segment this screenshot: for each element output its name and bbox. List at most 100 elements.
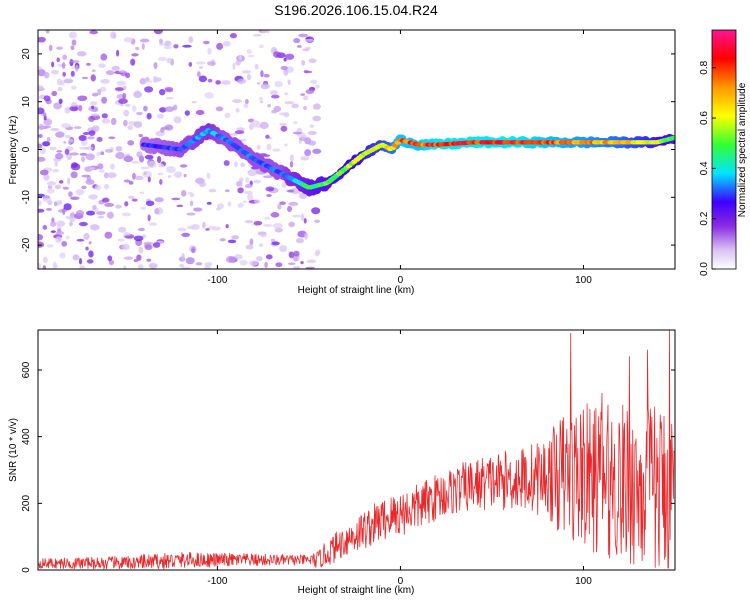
- background-blob: [304, 149, 312, 157]
- background-blob: [174, 171, 183, 178]
- background-blob: [44, 125, 52, 129]
- background-blob: [158, 38, 163, 45]
- background-blob: [187, 191, 193, 195]
- background-blob: [39, 169, 49, 176]
- background-blob: [202, 221, 206, 229]
- background-blob: [94, 184, 102, 191]
- background-blob: [134, 90, 141, 97]
- background-blob: [300, 213, 305, 221]
- background-blob: [139, 38, 150, 43]
- background-blob: [144, 86, 154, 93]
- background-blob: [124, 201, 129, 207]
- background-blob: [51, 90, 58, 97]
- background-blob: [48, 44, 53, 52]
- background-blob: [107, 255, 113, 262]
- background-blob: [38, 233, 44, 241]
- background-blob: [138, 155, 145, 163]
- background-blob: [304, 38, 315, 42]
- background-blob: [78, 221, 88, 227]
- background-blob: [195, 109, 205, 116]
- background-blob: [253, 220, 263, 226]
- background-blob: [123, 235, 134, 239]
- background-blob: [70, 85, 77, 90]
- background-blob: [52, 261, 57, 269]
- background-blob: [287, 262, 296, 265]
- background-blob: [156, 155, 162, 164]
- background-blob: [164, 88, 174, 93]
- background-blob: [124, 153, 131, 157]
- background-blob: [63, 78, 74, 84]
- background-blob: [136, 111, 143, 116]
- background-blob: [51, 69, 59, 75]
- background-blob: [179, 164, 188, 168]
- background-blob: [237, 78, 246, 84]
- background-blob: [265, 134, 270, 139]
- background-blob: [91, 105, 95, 110]
- background-blob: [191, 100, 197, 104]
- background-blob: [284, 92, 289, 96]
- background-blob: [279, 201, 286, 206]
- background-blob: [50, 128, 60, 131]
- background-blob: [161, 126, 170, 130]
- background-blob: [166, 57, 172, 64]
- background-blob: [51, 61, 55, 68]
- background-blob: [141, 43, 145, 50]
- background-blob: [280, 65, 288, 71]
- background-blob: [42, 112, 47, 117]
- background-blob: [53, 102, 63, 110]
- background-blob: [56, 57, 60, 63]
- background-blob: [83, 232, 90, 241]
- background-blob: [47, 185, 53, 189]
- background-blob: [62, 208, 66, 216]
- background-blob: [98, 63, 106, 68]
- background-blob: [128, 195, 135, 200]
- background-blob: [90, 74, 96, 82]
- background-blob: [90, 224, 100, 231]
- background-blob: [188, 62, 193, 67]
- background-blob: [57, 86, 63, 92]
- background-blob: [256, 82, 261, 85]
- background-blob: [91, 69, 96, 73]
- background-blob: [293, 38, 301, 44]
- background-blob: [60, 123, 71, 129]
- background-blob: [47, 188, 55, 194]
- background-blob: [38, 208, 45, 213]
- background-blob: [68, 31, 77, 39]
- background-blob: [312, 103, 321, 110]
- background-blob: [97, 88, 102, 96]
- background-blob: [101, 197, 110, 203]
- background-blob: [125, 103, 131, 107]
- background-blob: [128, 180, 134, 185]
- y-tick-label: 600: [21, 361, 32, 378]
- background-blob: [38, 123, 44, 131]
- background-blob: [61, 240, 68, 247]
- background-blob: [106, 211, 114, 219]
- colorbar-tick-label: 0.4: [699, 161, 710, 175]
- background-blob: [43, 95, 51, 102]
- background-blob: [62, 71, 66, 77]
- background-blob: [38, 107, 45, 115]
- background-blob: [286, 189, 294, 193]
- snr-axes: -100 0 100 0 200 400 600: [21, 330, 675, 587]
- background-blob: [63, 203, 72, 211]
- background-blob: [153, 62, 158, 69]
- background-blob: [237, 187, 244, 194]
- background-blob: [38, 200, 42, 206]
- background-blob: [56, 78, 63, 86]
- background-blob: [227, 239, 237, 244]
- background-blob: [246, 73, 252, 81]
- background-blob: [292, 131, 303, 135]
- background-blob: [271, 94, 280, 99]
- background-blob: [81, 185, 87, 190]
- background-blob: [73, 126, 82, 130]
- background-blob: [142, 170, 153, 178]
- background-blob: [312, 148, 322, 154]
- background-blob: [89, 30, 99, 35]
- background-blob: [260, 83, 270, 90]
- background-blob: [38, 241, 45, 248]
- background-blob: [147, 214, 151, 222]
- background-blob: [75, 209, 85, 217]
- background-blob: [233, 161, 238, 168]
- background-blob: [140, 206, 147, 210]
- background-blob: [271, 241, 280, 246]
